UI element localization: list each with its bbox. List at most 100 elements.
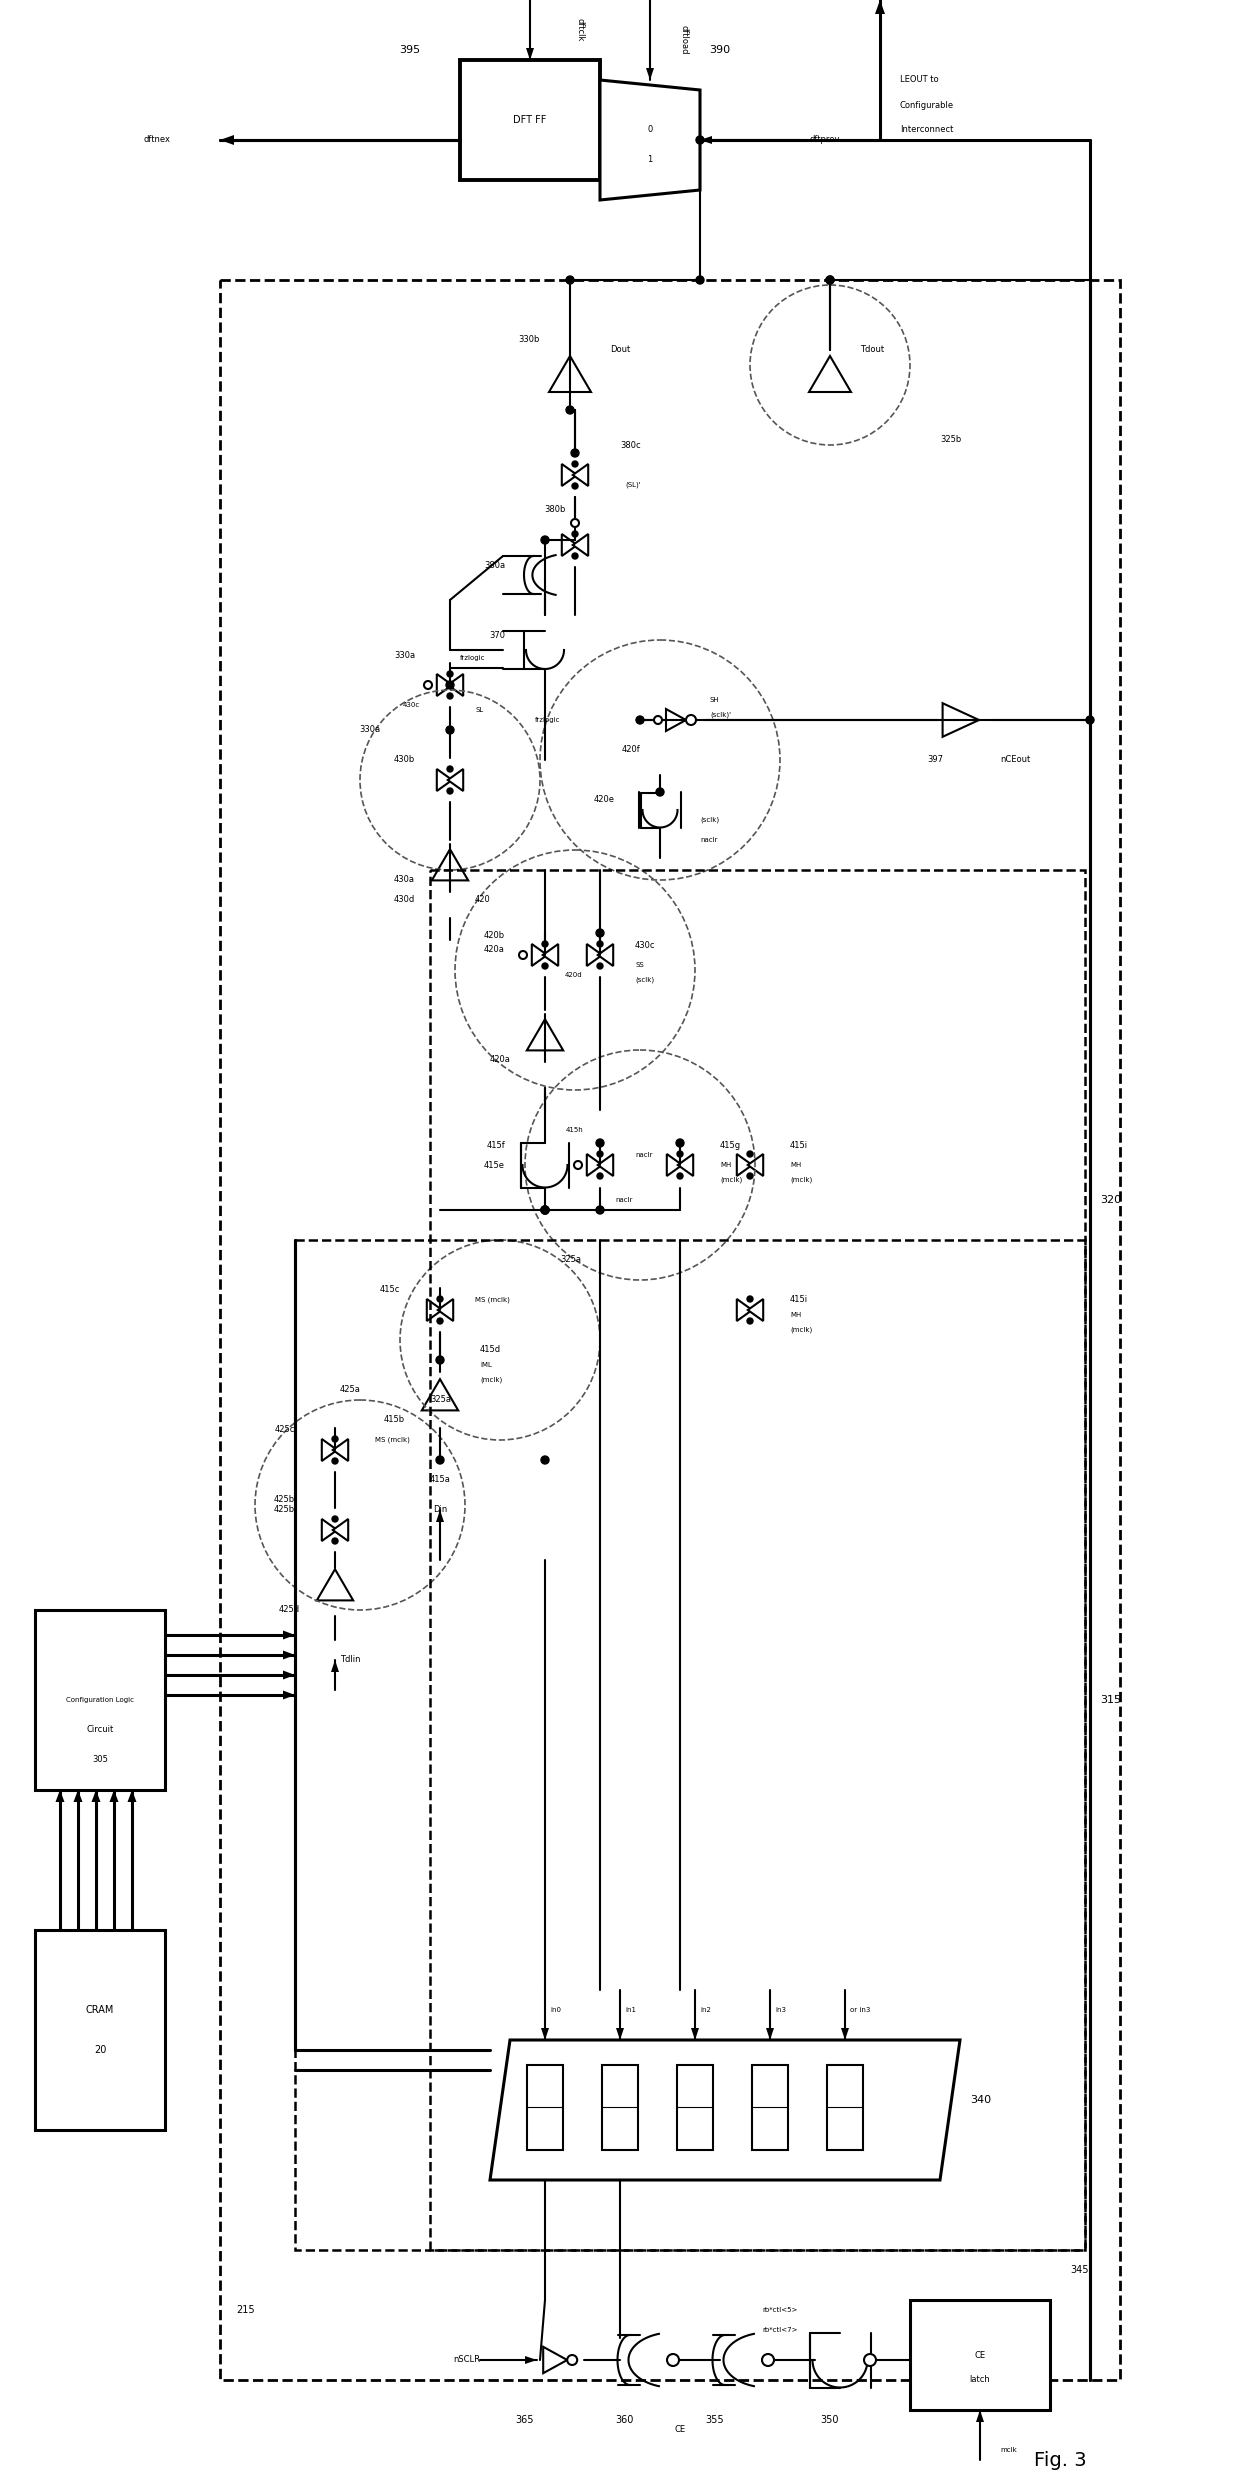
Text: frzlogic: frzlogic [460, 654, 485, 662]
Polygon shape [562, 535, 577, 555]
Circle shape [446, 672, 453, 677]
Circle shape [570, 448, 579, 458]
Text: 415i: 415i [790, 1140, 808, 1149]
Circle shape [596, 963, 603, 968]
Polygon shape [976, 2411, 985, 2421]
Circle shape [572, 460, 578, 468]
Text: (sclk): (sclk) [701, 816, 719, 824]
Circle shape [570, 520, 579, 527]
Text: 380b: 380b [544, 505, 565, 515]
Text: mclk: mclk [999, 2448, 1017, 2453]
Text: MH: MH [790, 1311, 801, 1319]
Text: (mclk): (mclk) [790, 1177, 812, 1184]
Text: (mclk): (mclk) [720, 1177, 743, 1184]
Text: latch: latch [970, 2376, 991, 2384]
Text: iML: iML [480, 1361, 492, 1368]
Polygon shape [322, 1520, 337, 1540]
Circle shape [746, 1152, 753, 1157]
Circle shape [446, 766, 453, 771]
Text: 380a: 380a [484, 560, 505, 570]
Bar [601, 2065, 639, 2150]
Text: dftclk: dftclk [575, 17, 584, 42]
Text: rb*ctl<7>: rb*ctl<7> [763, 2326, 797, 2334]
Polygon shape [332, 1438, 348, 1460]
Circle shape [541, 535, 549, 545]
Polygon shape [128, 1789, 136, 1801]
Text: 390: 390 [709, 45, 730, 55]
Circle shape [596, 940, 603, 948]
Circle shape [763, 2354, 774, 2366]
Bar [910, 2299, 1050, 2411]
Polygon shape [748, 1299, 763, 1321]
Bar [35, 1931, 165, 2130]
Polygon shape [331, 1659, 339, 1672]
Text: 330a: 330a [394, 649, 415, 659]
Text: dftload: dftload [680, 25, 689, 55]
Polygon shape [490, 2040, 960, 2179]
Text: 425d: 425d [279, 1605, 300, 1615]
Text: (SL)': (SL)' [625, 483, 641, 488]
Polygon shape [56, 1789, 64, 1801]
Polygon shape [283, 1650, 295, 1659]
Bar [751, 2065, 787, 2150]
Text: 20: 20 [94, 2045, 107, 2055]
Circle shape [332, 1538, 339, 1545]
Polygon shape [219, 134, 234, 144]
Text: or in3: or in3 [849, 2008, 870, 2013]
Circle shape [541, 1455, 549, 1463]
Text: 415d: 415d [480, 1346, 501, 1353]
Circle shape [826, 276, 835, 284]
Bar [460, 60, 600, 179]
Circle shape [864, 2354, 875, 2366]
Text: 425b: 425b [274, 1505, 295, 1515]
Polygon shape [587, 1154, 603, 1177]
Polygon shape [316, 1570, 353, 1600]
Text: 425c: 425c [274, 1426, 295, 1436]
Text: Interconnect: Interconnect [900, 124, 954, 134]
Polygon shape [332, 1520, 348, 1540]
Circle shape [636, 717, 644, 724]
Text: 420a: 420a [489, 1055, 510, 1065]
Circle shape [696, 276, 704, 284]
Text: 345: 345 [1070, 2264, 1089, 2274]
Text: 430d: 430d [394, 896, 415, 906]
Text: 420f: 420f [621, 746, 640, 754]
Text: 325a: 325a [430, 1396, 451, 1406]
Text: (sclk)': (sclk)' [711, 712, 732, 719]
Bar [527, 2065, 563, 2150]
Polygon shape [562, 463, 577, 485]
Text: Tdout: Tdout [861, 346, 884, 353]
Text: (mclk): (mclk) [480, 1376, 502, 1383]
Circle shape [826, 276, 835, 284]
Text: 325a: 325a [560, 1256, 582, 1264]
Text: 330a: 330a [358, 726, 379, 734]
Text: naclr: naclr [615, 1197, 632, 1204]
Text: 360: 360 [616, 2416, 634, 2426]
Circle shape [596, 1152, 603, 1157]
Text: Circuit: Circuit [87, 1727, 114, 1734]
Text: 1: 1 [647, 154, 652, 164]
Text: 415b: 415b [384, 1416, 405, 1426]
Polygon shape [432, 848, 469, 881]
Text: nCEout: nCEout [999, 756, 1030, 764]
Text: LEOUT to: LEOUT to [900, 75, 939, 85]
Circle shape [596, 1172, 603, 1179]
Text: 305: 305 [92, 1757, 108, 1764]
Text: Configuration Logic: Configuration Logic [66, 1697, 134, 1702]
Circle shape [436, 1296, 443, 1301]
Circle shape [677, 1172, 683, 1179]
Text: in2: in2 [701, 2008, 711, 2013]
Text: SL: SL [475, 707, 484, 714]
Text: Fig. 3: Fig. 3 [1034, 2451, 1086, 2471]
Circle shape [686, 714, 696, 724]
Polygon shape [109, 1789, 119, 1801]
Bar [677, 2065, 713, 2150]
Polygon shape [283, 1669, 295, 1679]
Circle shape [436, 1319, 443, 1324]
Text: 370: 370 [489, 629, 505, 639]
Bar [35, 1610, 165, 1789]
Text: MS (mclk): MS (mclk) [475, 1296, 510, 1304]
Polygon shape [875, 0, 885, 15]
Polygon shape [436, 769, 453, 791]
Text: MS (mclk): MS (mclk) [374, 1436, 410, 1443]
